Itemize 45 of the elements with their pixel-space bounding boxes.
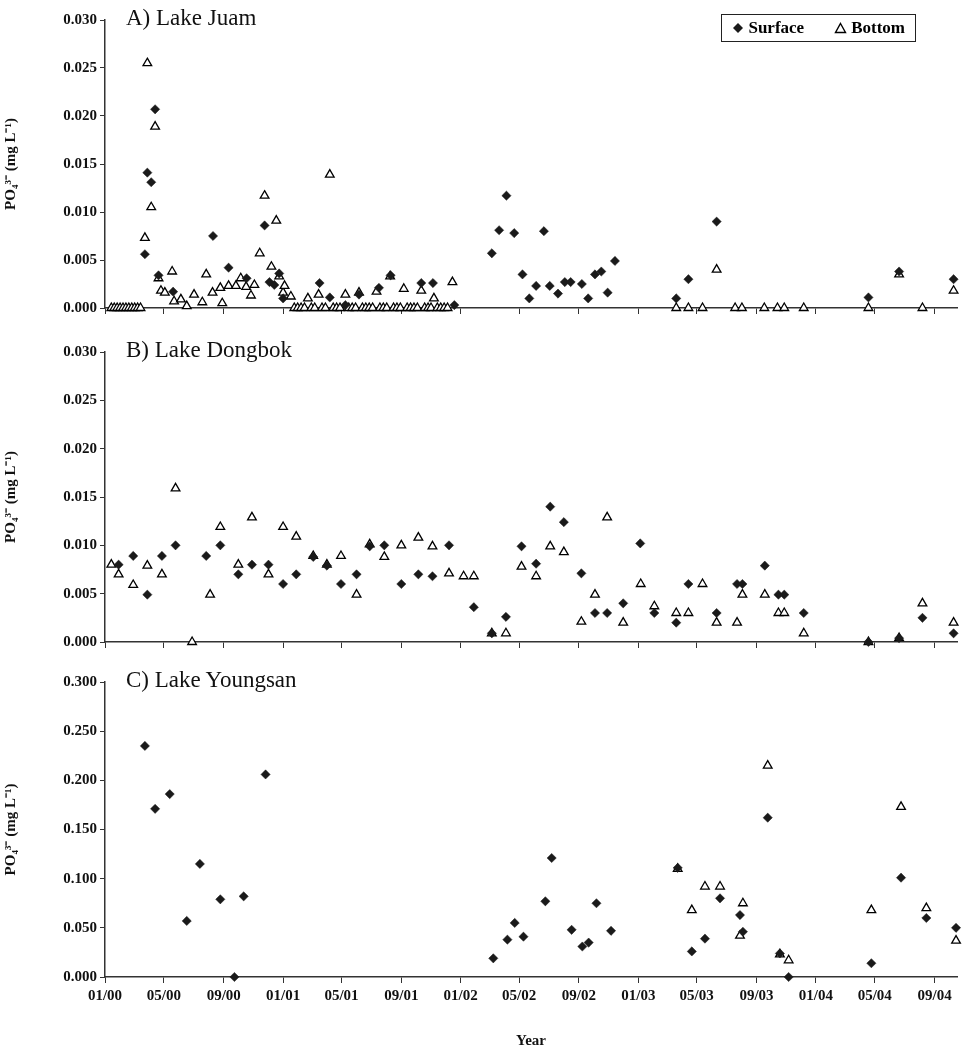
chart-title: A) Lake Juam [126, 5, 257, 31]
y-tick-label: 0.250 [63, 722, 97, 739]
y-tick-label: 0.020 [63, 106, 97, 123]
y-tick-label: 0.200 [63, 771, 97, 788]
y-tick-label: 0.030 [63, 10, 97, 27]
chart-title: B) Lake Dongbok [126, 337, 293, 363]
x-tick-label: 01/02 [443, 986, 478, 1003]
y-tick-label: 0.020 [63, 439, 97, 456]
y-tick-label: 0.100 [63, 869, 97, 886]
y-tick-label: 0.000 [63, 632, 97, 649]
x-tick-label: 09/01 [384, 986, 419, 1003]
x-axis-title: Year [516, 1031, 547, 1048]
y-tick-label: 0.000 [63, 298, 97, 315]
legend-label: Bottom [851, 18, 905, 38]
y-axis-title: PO₄³⁻ (mg L⁻¹) [1, 451, 19, 543]
y-tick-label: 0.015 [63, 154, 97, 171]
x-tick-label: 09/02 [561, 986, 597, 1003]
x-tick-label: 05/02 [501, 986, 537, 1003]
y-tick-label: 0.150 [63, 820, 97, 837]
x-tick-label: 01/04 [798, 986, 834, 1003]
x-tick-label: 05/04 [857, 986, 893, 1003]
y-tick-label: 0.000 [63, 967, 97, 984]
y-tick-label: 0.005 [63, 250, 97, 267]
y-tick-label: 0.015 [63, 487, 97, 504]
y-tick-label: 0.025 [63, 391, 97, 408]
x-tick-label: 01/01 [266, 986, 301, 1003]
y-tick-label: 0.300 [63, 672, 97, 689]
y-tick-label: 0.030 [63, 342, 97, 359]
y-tick-label: 0.010 [63, 202, 97, 219]
x-tick-label: 01/00 [87, 986, 123, 1003]
x-tick-label: 09/03 [739, 986, 774, 1003]
y-tick-label: 0.005 [63, 584, 97, 601]
y-axis-title: PO₄³⁻ (mg L⁻¹) [1, 118, 19, 210]
chart-title: C) Lake Youngsan [126, 667, 297, 693]
x-tick-label: 05/03 [679, 986, 714, 1003]
y-tick-label: 0.010 [63, 536, 97, 553]
y-tick-label: 0.050 [63, 918, 97, 935]
x-tick-label: 09/00 [206, 986, 241, 1003]
x-tick-label: 05/01 [324, 986, 359, 1003]
legend-label: Surface [748, 18, 805, 38]
x-tick-label: 09/04 [917, 986, 953, 1003]
x-tick-label: 05/00 [146, 986, 181, 1003]
x-tick-label: 01/03 [621, 986, 656, 1003]
y-axis-title: PO₄³⁻ (mg L⁻¹) [1, 783, 19, 876]
y-tick-label: 0.025 [63, 58, 97, 75]
